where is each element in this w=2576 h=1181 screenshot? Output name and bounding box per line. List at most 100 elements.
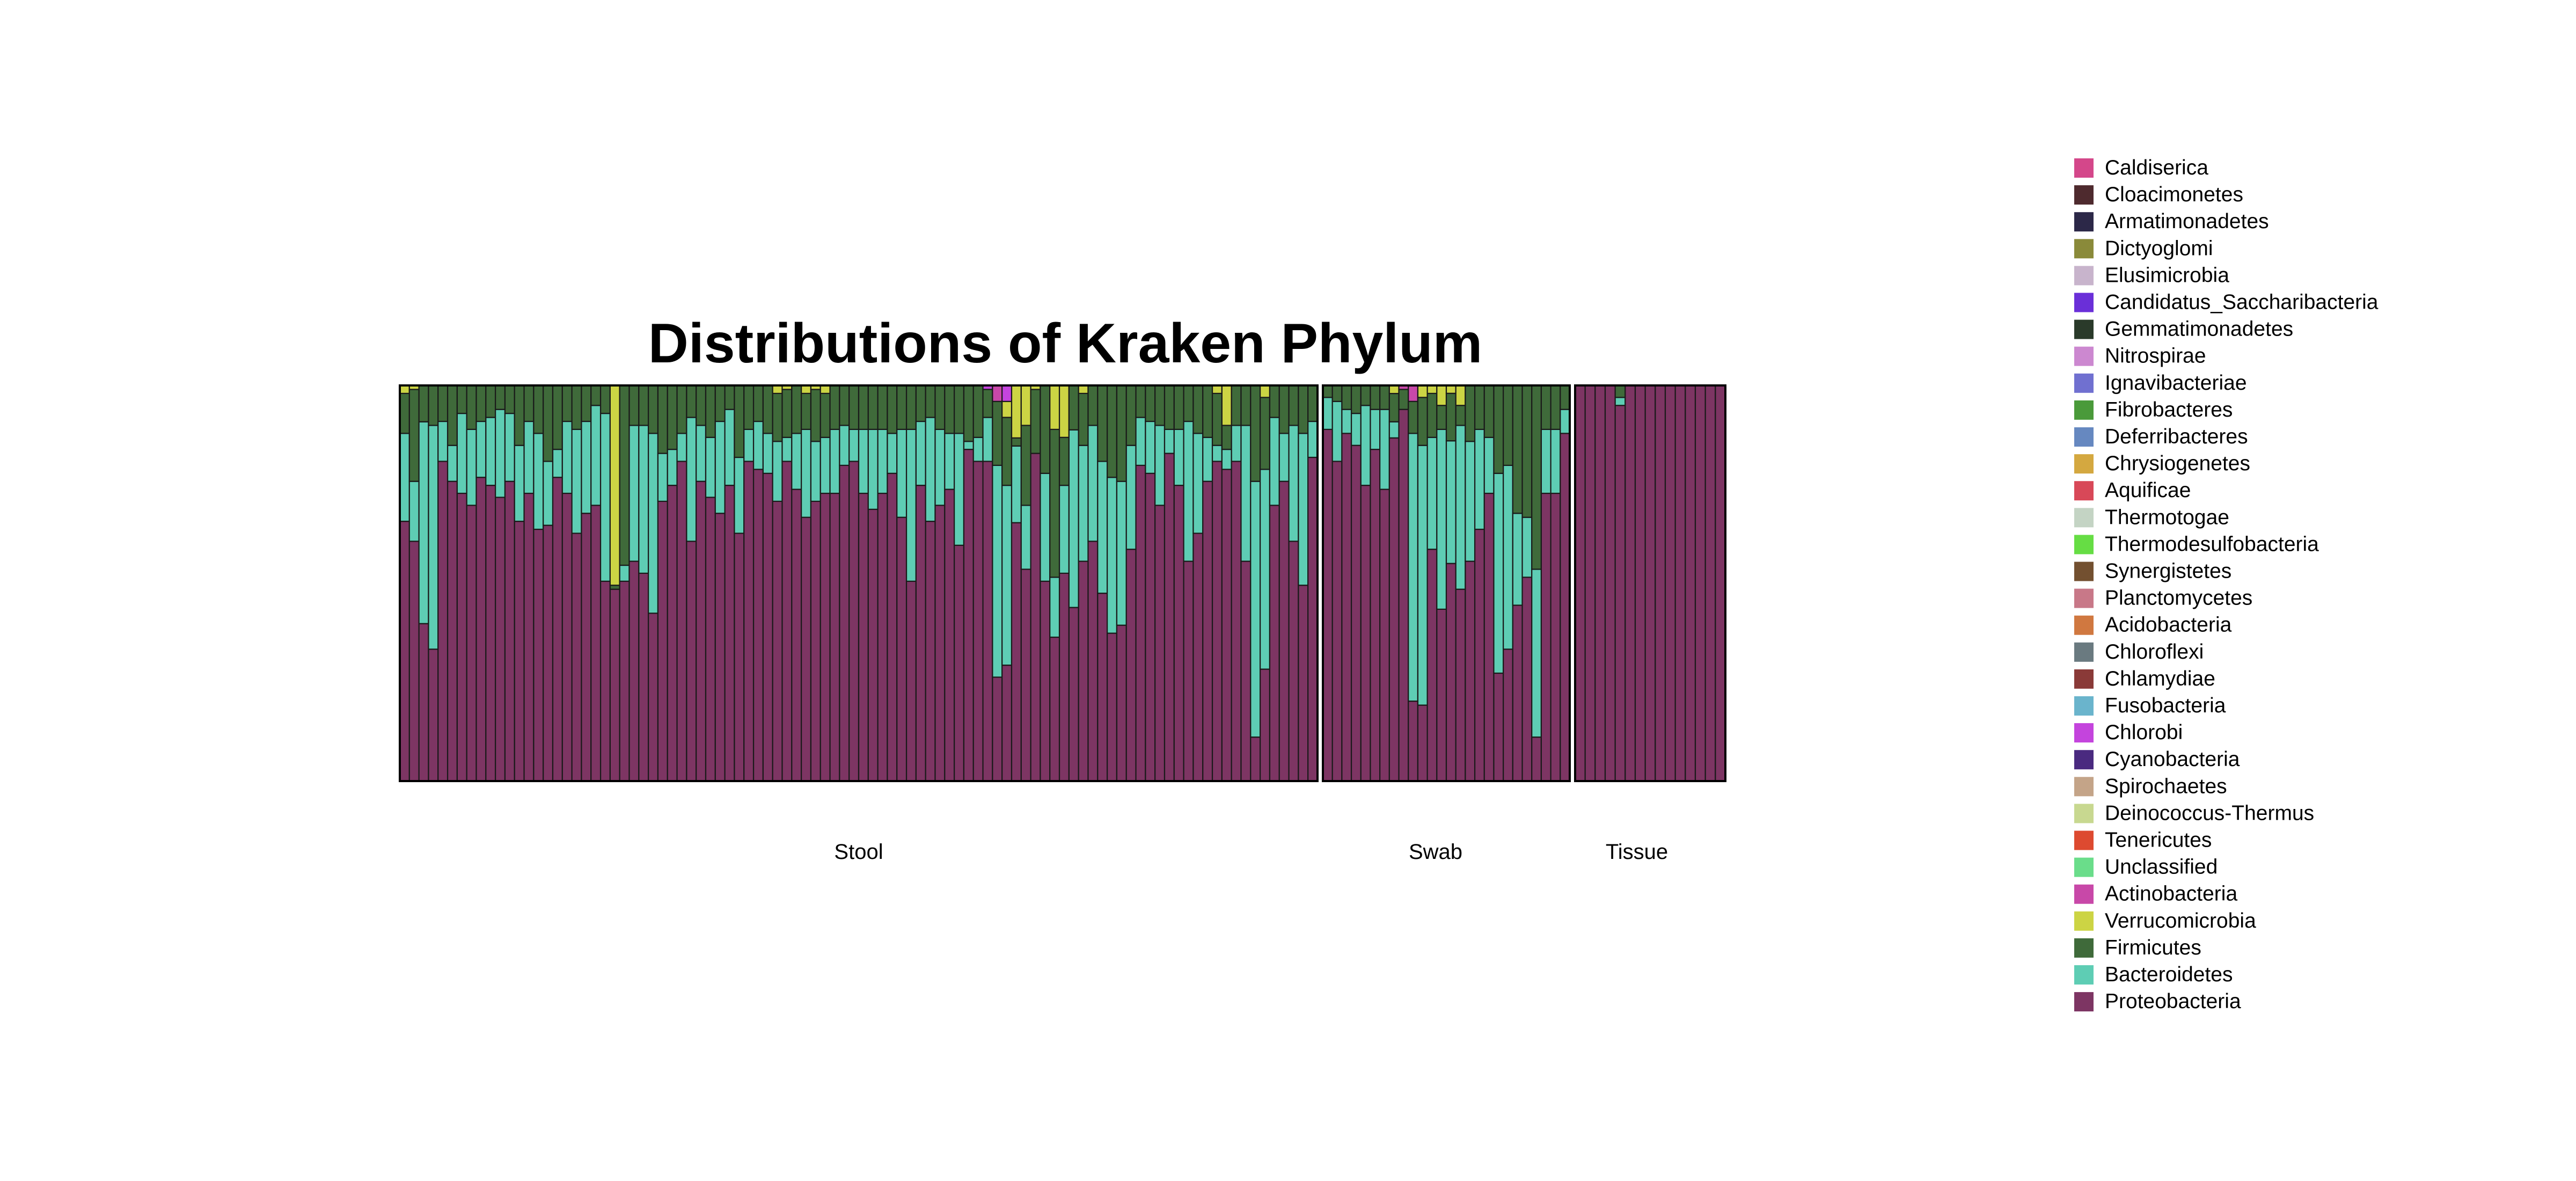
bar-stool-11 [495,384,506,782]
segment-firmicutes [533,384,544,434]
segment-bacteroidetes [543,461,554,526]
segment-proteobacteria [1664,384,1676,782]
bar-stool-48 [848,384,860,782]
segment-firmicutes [1020,425,1031,506]
bar-stool-84 [1192,384,1204,782]
legend-item: Nitrospirae [2074,345,2206,368]
segment-proteobacteria [1388,437,1400,782]
segment-firmicutes [1288,384,1299,426]
segment-bacteroidetes [475,420,487,478]
segment-firmicutes [1388,392,1400,422]
segment-bacteroidetes [934,428,946,506]
segment-proteobacteria [1417,704,1428,782]
bar-swab-14 [1445,384,1457,782]
bar-swab-22 [1521,384,1533,782]
segment-firmicutes [1474,384,1485,430]
segment-bacteroidetes [1231,425,1242,462]
bar-stool-20 [581,384,592,782]
segment-firmicutes [1436,405,1447,430]
segment-bacteroidetes [1221,449,1232,470]
segment-proteobacteria [533,528,544,782]
panel-border [399,384,1319,782]
segment-bacteroidetes [1370,409,1381,450]
segment-firmicutes [963,384,974,442]
bar-stool-66 [1020,384,1031,782]
segment-proteobacteria [1331,461,1343,782]
bar-stool-74 [1097,384,1108,782]
segment-proteobacteria [1145,472,1156,782]
legend-label: Nitrospirae [2105,345,2206,368]
legend-label: Spirochaetes [2105,775,2227,798]
segment-proteobacteria [819,492,831,782]
bar-tissue-2 [1584,384,1596,782]
bar-tissue-12 [1685,384,1696,782]
bar-stool-15 [533,384,544,782]
segment-verrucomicrobia [819,384,831,394]
bar-tissue-3 [1594,384,1606,782]
segment-bacteroidetes [533,433,544,530]
segment-bacteroidetes [581,420,592,514]
bar-stool-63 [992,384,1003,782]
segment-bacteroidetes [456,413,467,494]
segment-verrucomicrobia [1058,384,1070,438]
bar-tissue-5 [1614,384,1626,782]
bar-tissue-1 [1574,384,1586,782]
segment-firmicutes [1426,392,1438,438]
segment-firmicutes [1379,384,1390,410]
segment-proteobacteria [1307,456,1319,782]
bar-stool-14 [523,384,535,782]
segment-proteobacteria [944,489,955,782]
segment-proteobacteria [858,492,869,782]
segment-bacteroidetes [523,420,535,494]
legend-label: Dictyoglomi [2105,237,2213,260]
segment-proteobacteria [1715,384,1726,782]
legend-item: Thermodesulfobacteria [2074,533,2319,556]
segment-proteobacteria [609,588,620,782]
bar-stool-12 [504,384,515,782]
segment-bacteroidetes [772,441,783,502]
segment-bacteroidetes [1614,397,1626,406]
segment-proteobacteria [1250,737,1261,782]
segment-proteobacteria [1503,648,1513,782]
segment-firmicutes [1341,384,1352,410]
segment-bacteroidetes [657,453,668,502]
segment-firmicutes [475,384,487,422]
segment-firmicutes [714,384,726,422]
segment-bacteroidetes [1350,413,1362,446]
bar-stool-68 [1040,384,1051,782]
segment-bacteroidetes [1322,397,1333,430]
segment-bacteroidetes [1474,428,1485,530]
bar-stool-8 [466,384,477,782]
segment-firmicutes [628,384,640,426]
segment-firmicutes [1068,384,1079,431]
legend-label: Fusobacteria [2105,694,2226,717]
bar-tissue-14 [1704,384,1716,782]
segment-firmicutes [1087,384,1099,426]
segment-actinobacteria [992,384,1003,402]
segment-firmicutes [456,384,467,414]
segment-proteobacteria [1379,489,1390,782]
bar-stool-16 [543,384,554,782]
segment-firmicutes [1331,384,1343,402]
segment-proteobacteria [1604,384,1616,782]
bar-swab-23 [1531,384,1542,782]
segment-bacteroidetes [676,433,687,462]
segment-firmicutes [437,384,449,422]
legend-label: Fibrobacteres [2105,398,2233,421]
legend-item: Aquificae [2074,479,2191,502]
segment-firmicutes [934,384,946,430]
segment-proteobacteria [1135,464,1146,782]
legend-label: Cloacimonetes [2105,183,2243,206]
legend-item: Chloroflexi [2074,640,2204,664]
segment-proteobacteria [1125,549,1137,782]
legend-item: Chlorobi [2074,721,2183,744]
segment-proteobacteria [1087,541,1099,782]
segment-proteobacteria [781,461,793,782]
legend-label: Caldiserica [2105,156,2208,179]
segment-proteobacteria [1445,563,1457,782]
segment-bacteroidetes [1550,428,1561,494]
segment-proteobacteria [686,541,697,782]
segment-verrucomicrobia [1260,384,1271,398]
segment-firmicutes [1560,384,1571,410]
segment-bacteroidetes [1455,425,1466,590]
